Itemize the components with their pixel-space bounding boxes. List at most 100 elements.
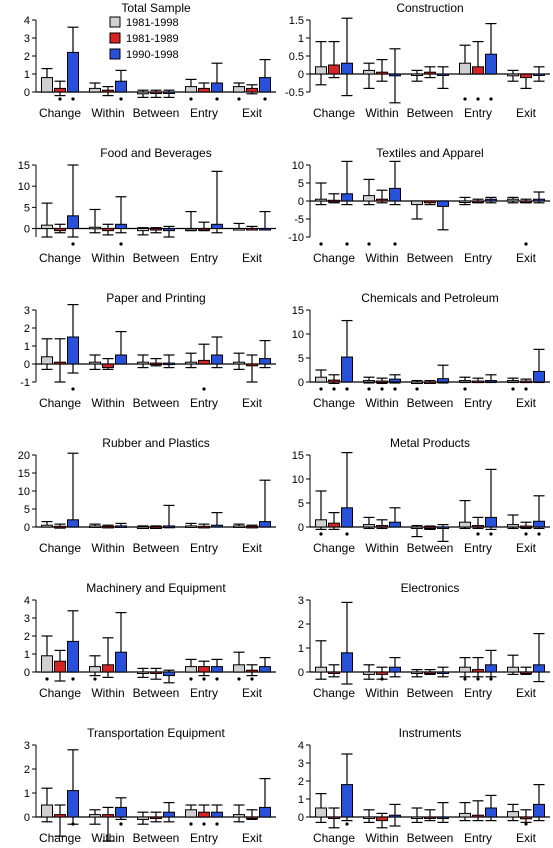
category-label: Change bbox=[39, 831, 81, 845]
box-1981-1998 bbox=[41, 804, 53, 818]
category-label: Between bbox=[133, 831, 180, 845]
box-1990-1998 bbox=[533, 803, 545, 818]
legend-label: 1981-1989 bbox=[126, 33, 179, 45]
panel-title: Electronics bbox=[401, 581, 460, 595]
y-tick-label: 10 bbox=[18, 181, 30, 193]
y-tick-label: 3 bbox=[298, 758, 304, 770]
significance-dot bbox=[250, 677, 254, 681]
significance-dot bbox=[476, 677, 480, 681]
significance-dot bbox=[319, 532, 323, 536]
box-1990-1998 bbox=[533, 73, 545, 76]
panel-3: Food and Beverages 0 5 10 15 Change Within Betw… bbox=[18, 146, 276, 265]
category-label: Exit bbox=[516, 396, 537, 410]
significance-dot bbox=[71, 97, 75, 101]
box-1990-1998 bbox=[485, 516, 497, 528]
y-tick-label: 0.5 bbox=[289, 51, 304, 63]
box-1990-1998 bbox=[163, 228, 175, 232]
box-1981-1998 bbox=[89, 87, 101, 93]
significance-dot bbox=[524, 387, 528, 391]
y-tick-label: 0 bbox=[24, 87, 30, 99]
y-tick-label: 0 bbox=[298, 667, 304, 679]
box-1981-1989 bbox=[54, 361, 66, 365]
box-1981-1989 bbox=[520, 816, 532, 820]
box-1981-1998 bbox=[459, 62, 471, 75]
y-tick-label: 1 bbox=[24, 788, 30, 800]
box-1990-1998 bbox=[341, 652, 353, 673]
box-1990-1998 bbox=[163, 91, 175, 94]
box-1990-1998 bbox=[259, 806, 271, 818]
box-1990-1998 bbox=[259, 77, 271, 93]
y-tick-label: 15 bbox=[292, 450, 304, 462]
box-1981-1989 bbox=[198, 525, 210, 529]
category-label: Entry bbox=[464, 106, 492, 120]
box-1981-1998 bbox=[459, 200, 471, 203]
box-1990-1998 bbox=[485, 53, 497, 75]
significance-dot bbox=[237, 677, 241, 681]
box-1981-1989 bbox=[150, 91, 162, 94]
category-label: Between bbox=[133, 106, 180, 120]
significance-dot bbox=[71, 387, 75, 391]
panel-title: Paper and Printing bbox=[106, 291, 205, 305]
category-label: Change bbox=[313, 106, 355, 120]
box-1981-1998 bbox=[459, 812, 471, 818]
category-label: Entry bbox=[190, 686, 218, 700]
box-1981-1998 bbox=[185, 809, 197, 818]
box-1981-1989 bbox=[246, 816, 258, 819]
box-1990-1998 bbox=[533, 520, 545, 528]
box-1981-1989 bbox=[328, 816, 340, 819]
box-1981-1998 bbox=[185, 361, 197, 365]
box-1981-1989 bbox=[198, 87, 210, 93]
box-1981-1998 bbox=[363, 671, 375, 675]
y-tick-label: 4 bbox=[24, 15, 30, 27]
box-1981-1989 bbox=[328, 379, 340, 383]
category-label: Between bbox=[133, 251, 180, 265]
legend-swatch bbox=[109, 48, 121, 60]
box-1981-1998 bbox=[507, 666, 519, 673]
panel-title: Textiles and Apparel bbox=[376, 146, 483, 160]
box-1981-1989 bbox=[424, 816, 436, 819]
y-tick-label: 0 bbox=[298, 69, 304, 81]
box-1981-1989 bbox=[246, 87, 258, 93]
category-label: Change bbox=[313, 686, 355, 700]
significance-dot bbox=[237, 97, 241, 101]
box-1990-1998 bbox=[341, 784, 353, 818]
y-tick-label: 2 bbox=[298, 776, 304, 788]
y-tick-label: 15 bbox=[18, 160, 30, 172]
significance-dot bbox=[476, 97, 480, 101]
box-1981-1989 bbox=[424, 71, 436, 75]
legend-swatch bbox=[109, 16, 121, 28]
box-1981-1998 bbox=[233, 664, 245, 673]
box-1981-1989 bbox=[328, 199, 340, 203]
category-label: Exit bbox=[242, 106, 263, 120]
category-label: Exit bbox=[242, 541, 263, 555]
category-label: Within bbox=[365, 396, 398, 410]
box-1990-1998 bbox=[211, 223, 223, 230]
significance-dot bbox=[489, 532, 493, 536]
box-1990-1998 bbox=[485, 807, 497, 818]
box-1981-1998 bbox=[507, 198, 519, 202]
significance-dot bbox=[215, 97, 219, 101]
box-1981-1989 bbox=[198, 811, 210, 818]
box-1981-1989 bbox=[54, 525, 66, 529]
box-1990-1998 bbox=[533, 664, 545, 673]
category-label: Change bbox=[39, 251, 81, 265]
box-1981-1989 bbox=[424, 671, 436, 674]
y-tick-label: 2 bbox=[24, 764, 30, 776]
y-tick-label: 0 bbox=[24, 224, 30, 236]
box-1981-1989 bbox=[54, 814, 66, 818]
category-label: Change bbox=[39, 106, 81, 120]
panel-2: Construction -0.5 0 0.5 1 1.5 Change Within Betw… bbox=[285, 1, 550, 120]
significance-dot bbox=[524, 242, 528, 246]
category-label: Change bbox=[313, 251, 355, 265]
box-1981-1998 bbox=[41, 224, 53, 230]
panel-5: Paper and Printing -1 0 1 2 3 Change Within Betw… bbox=[20, 291, 276, 410]
significance-dot bbox=[489, 677, 493, 681]
box-1990-1998 bbox=[437, 671, 449, 674]
significance-dot bbox=[380, 387, 384, 391]
box-1981-1998 bbox=[89, 361, 101, 365]
category-label: Change bbox=[39, 686, 81, 700]
box-1990-1998 bbox=[211, 82, 223, 93]
box-1990-1998 bbox=[211, 354, 223, 365]
panel-6: Chemicals and Petroleum 0 5 10 15 Change Withi… bbox=[292, 291, 550, 410]
